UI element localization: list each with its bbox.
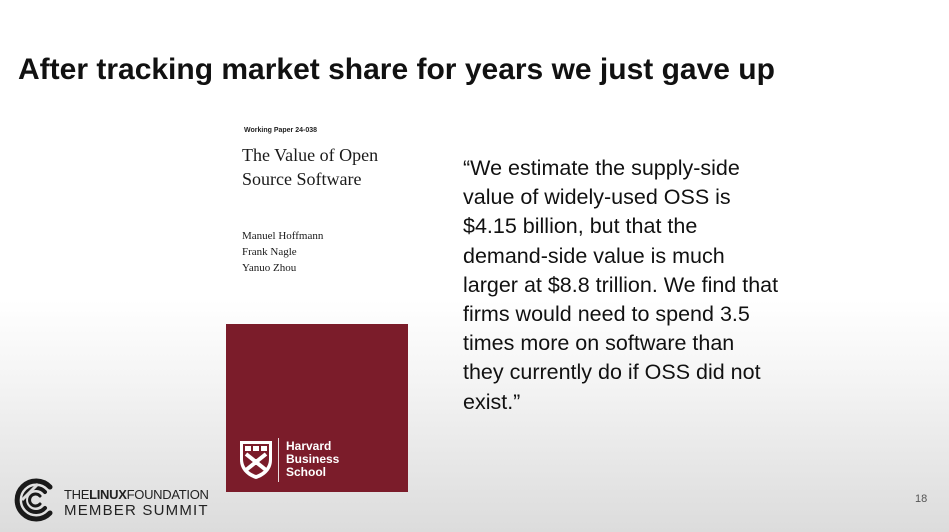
hbs-divider [278, 438, 279, 482]
org-name: THELINUXFOUNDATION [64, 487, 209, 502]
linux-foundation-wordmark: THELINUXFOUNDATION MEMBER SUMMIT [64, 487, 209, 520]
quote-text: “We estimate the supply-side value of wi… [463, 156, 779, 414]
page-number: 18 [915, 493, 928, 505]
hbs-name-line: Harvard [286, 439, 332, 453]
slide-title: After tracking market share for years we… [18, 53, 775, 86]
paper-title: The Value of Open Source Software [242, 145, 379, 189]
paper-cover: Working Paper 24-038 The Value of Open S… [226, 120, 408, 492]
hbs-cover-block: Harvard Business School [226, 324, 408, 492]
event-name: MEMBER SUMMIT [64, 502, 209, 519]
linux-foundation-logo-icon [14, 478, 53, 522]
paper-author: Yanuo Zhou [242, 262, 297, 274]
org-name-suffix: FOUNDATION [126, 487, 209, 502]
hbs-name-line: School [286, 465, 327, 479]
paper-author: Manuel Hoffmann [242, 230, 324, 242]
paper-authors: Manuel Hoffmann Frank Nagle Yanuo Zhou [242, 228, 323, 276]
hbs-name: Harvard Business School [286, 440, 339, 479]
org-name-bold: LINUX [89, 487, 127, 502]
org-name-prefix: THE [64, 487, 90, 502]
paper-author: Frank Nagle [242, 246, 297, 258]
working-paper-label: Working Paper 24-038 [244, 127, 318, 134]
hbs-name-line: Business [286, 452, 340, 466]
hbs-shield-icon [240, 441, 272, 479]
